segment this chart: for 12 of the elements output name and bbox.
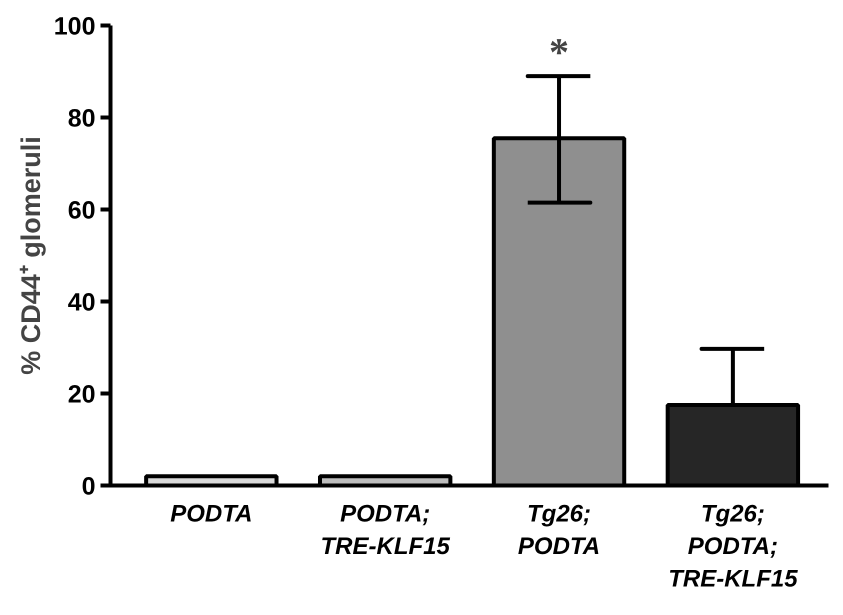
y-tick-label: 80 <box>68 104 96 132</box>
x-tick-label: Tg26; PODTA <box>518 500 600 560</box>
x-tick-label: Tg26; PODTA; TRE-KLF15 <box>668 500 798 592</box>
x-tick-label: PODTA <box>170 500 252 528</box>
y-axis-title: % CD44⁺ glomeruli <box>16 136 46 375</box>
x-tick-label: PODTA; TRE-KLF15 <box>320 500 451 560</box>
y-tick-label: 100 <box>54 12 96 40</box>
y-tick-label: 0 <box>82 472 96 500</box>
y-tick-label: 40 <box>68 288 96 316</box>
y-tick-label: 60 <box>68 196 96 224</box>
annotation: * <box>549 30 570 74</box>
y-tick-label: 20 <box>68 380 96 408</box>
